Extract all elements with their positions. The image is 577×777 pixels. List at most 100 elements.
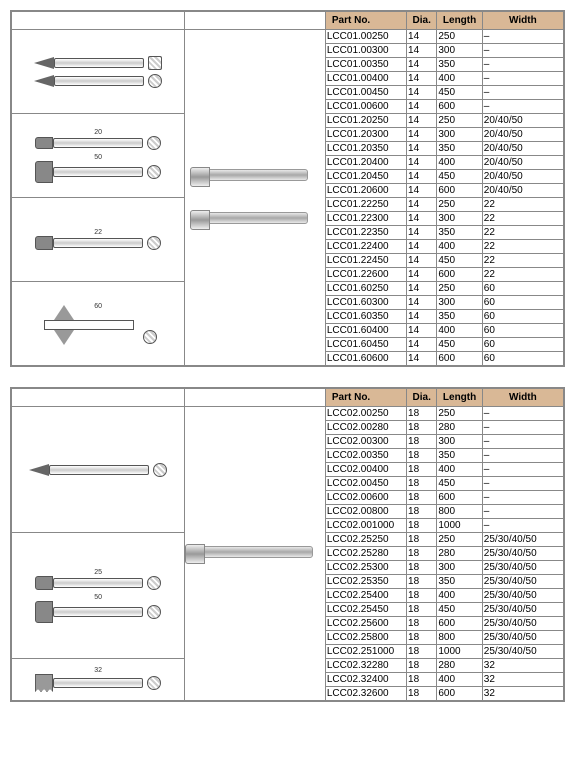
cell-part: LCC01.22250 bbox=[325, 198, 406, 212]
cell-part: LCC02.25350 bbox=[325, 575, 406, 589]
cell-length: 400 bbox=[437, 463, 482, 477]
cell-part: LCC01.00400 bbox=[325, 72, 406, 86]
cell-part: LCC01.60350 bbox=[325, 310, 406, 324]
col-header-part: Part No. bbox=[325, 12, 406, 30]
cell-part: LCC01.60300 bbox=[325, 296, 406, 310]
cell-dia: 14 bbox=[407, 310, 437, 324]
cell-length: 350 bbox=[437, 58, 482, 72]
cell-dia: 14 bbox=[407, 128, 437, 142]
cell-part: LCC02.25300 bbox=[325, 561, 406, 575]
cell-width: – bbox=[482, 435, 563, 449]
cell-width: 20/40/50 bbox=[482, 184, 563, 198]
cell-dia: 18 bbox=[407, 421, 437, 435]
cell-length: 400 bbox=[437, 156, 482, 170]
cell-part: LCC02.32280 bbox=[325, 659, 406, 673]
cell-width: – bbox=[482, 449, 563, 463]
cell-dia: 18 bbox=[407, 547, 437, 561]
cell-length: 1000 bbox=[437, 519, 482, 533]
cell-width: – bbox=[482, 407, 563, 421]
cell-length: 450 bbox=[437, 254, 482, 268]
diagram-cell bbox=[12, 30, 185, 114]
cell-width: – bbox=[482, 477, 563, 491]
col-header-dia: Dia. bbox=[407, 389, 437, 407]
cell-part: LCC01.22600 bbox=[325, 268, 406, 282]
photo-cell bbox=[185, 30, 326, 366]
cell-dia: 14 bbox=[407, 156, 437, 170]
diagram-cell bbox=[12, 407, 185, 533]
cell-length: 350 bbox=[437, 575, 482, 589]
cell-width: 60 bbox=[482, 352, 563, 366]
col-header-dia: Dia. bbox=[407, 12, 437, 30]
cell-length: 600 bbox=[437, 100, 482, 114]
cell-part: LCC02.00280 bbox=[325, 421, 406, 435]
cell-dia: 18 bbox=[407, 603, 437, 617]
cell-dia: 18 bbox=[407, 673, 437, 687]
cell-dia: 14 bbox=[407, 226, 437, 240]
cell-part: LCC01.60450 bbox=[325, 338, 406, 352]
cell-length: 350 bbox=[437, 142, 482, 156]
cell-part: LCC01.20600 bbox=[325, 184, 406, 198]
cell-dia: 14 bbox=[407, 324, 437, 338]
cell-part: LCC02.00450 bbox=[325, 477, 406, 491]
cell-width: 22 bbox=[482, 226, 563, 240]
cell-length: 350 bbox=[437, 310, 482, 324]
bit-photo bbox=[203, 169, 308, 181]
cell-length: 280 bbox=[437, 659, 482, 673]
cell-part: LCC02.25280 bbox=[325, 547, 406, 561]
cell-dia: 18 bbox=[407, 519, 437, 533]
cell-length: 1000 bbox=[437, 645, 482, 659]
cell-width: 20/40/50 bbox=[482, 114, 563, 128]
cell-dia: 18 bbox=[407, 645, 437, 659]
cell-width: 25/30/40/50 bbox=[482, 617, 563, 631]
cell-part: LCC01.00300 bbox=[325, 44, 406, 58]
cell-dia: 18 bbox=[407, 449, 437, 463]
cell-dia: 14 bbox=[407, 58, 437, 72]
col-header-part: Part No. bbox=[325, 389, 406, 407]
cell-length: 250 bbox=[437, 114, 482, 128]
col-header-width: Width bbox=[482, 389, 563, 407]
cell-part: LCC02.00300 bbox=[325, 435, 406, 449]
cell-width: 25/30/40/50 bbox=[482, 561, 563, 575]
col-header-width: Width bbox=[482, 12, 563, 30]
cell-width: 22 bbox=[482, 254, 563, 268]
cell-dia: 18 bbox=[407, 631, 437, 645]
cell-length: 450 bbox=[437, 477, 482, 491]
cell-dia: 14 bbox=[407, 254, 437, 268]
cell-length: 600 bbox=[437, 184, 482, 198]
cell-length: 280 bbox=[437, 547, 482, 561]
bit-photo bbox=[203, 212, 308, 224]
cell-length: 800 bbox=[437, 631, 482, 645]
cell-length: 250 bbox=[437, 198, 482, 212]
cell-dia: 18 bbox=[407, 659, 437, 673]
diagram-cell: 60 bbox=[12, 282, 185, 366]
cell-width: 20/40/50 bbox=[482, 142, 563, 156]
cell-width: – bbox=[482, 30, 563, 44]
cell-length: 250 bbox=[437, 407, 482, 421]
cell-width: 25/30/40/50 bbox=[482, 533, 563, 547]
cell-part: LCC02.00250 bbox=[325, 407, 406, 421]
cell-part: LCC02.00400 bbox=[325, 463, 406, 477]
cell-width: – bbox=[482, 100, 563, 114]
cell-length: 400 bbox=[437, 72, 482, 86]
cell-length: 450 bbox=[437, 338, 482, 352]
cell-width: 25/30/40/50 bbox=[482, 603, 563, 617]
cell-dia: 14 bbox=[407, 212, 437, 226]
diagram-cell: 2050 bbox=[12, 114, 185, 198]
col-header-length: Length bbox=[437, 12, 482, 30]
cell-length: 350 bbox=[437, 449, 482, 463]
cell-dia: 18 bbox=[407, 407, 437, 421]
cell-dia: 14 bbox=[407, 86, 437, 100]
cell-length: 600 bbox=[437, 491, 482, 505]
cell-length: 250 bbox=[437, 30, 482, 44]
cell-dia: 14 bbox=[407, 282, 437, 296]
cell-length: 280 bbox=[437, 421, 482, 435]
cell-width: 22 bbox=[482, 198, 563, 212]
cell-dia: 18 bbox=[407, 491, 437, 505]
cell-length: 300 bbox=[437, 435, 482, 449]
cell-width: 20/40/50 bbox=[482, 156, 563, 170]
cell-length: 300 bbox=[437, 44, 482, 58]
diagram-cell: 32 bbox=[12, 659, 185, 701]
cell-part: LCC01.00250 bbox=[325, 30, 406, 44]
cell-length: 300 bbox=[437, 296, 482, 310]
cell-part: LCC01.20400 bbox=[325, 156, 406, 170]
